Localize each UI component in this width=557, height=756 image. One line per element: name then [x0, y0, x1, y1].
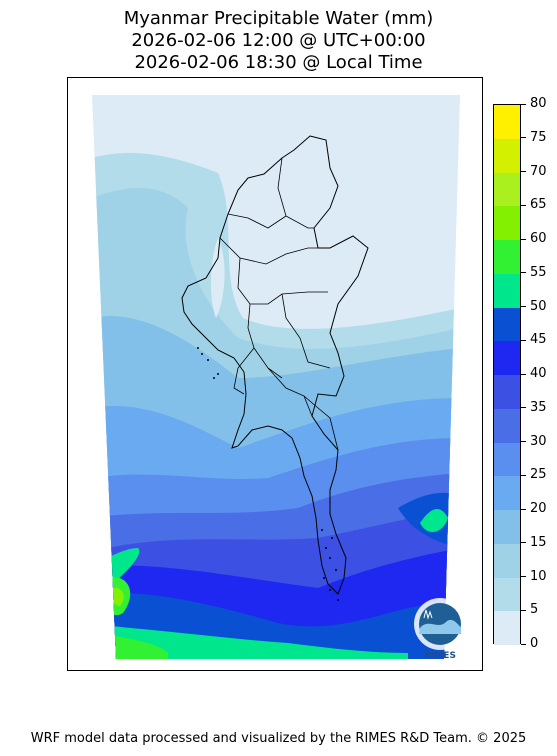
- colorbar-segment: [494, 341, 520, 375]
- colorbar-tick-label: 15: [530, 534, 547, 550]
- colorbar-segment: [494, 577, 520, 612]
- colorbar-tick: [521, 171, 526, 172]
- colorbar-tick-label: 30: [530, 433, 547, 449]
- colorbar-tick-label: 50: [530, 298, 547, 314]
- colorbar-tick-label: 0: [530, 636, 539, 651]
- state-boundaries: [219, 157, 339, 451]
- colorbar-tick-label: 10: [530, 568, 547, 584]
- colorbar-segment: [494, 442, 520, 477]
- local-time-label: 2026-02-06 18:30 @ Local Time: [134, 52, 423, 73]
- colorbar-tick-label: 35: [530, 399, 547, 415]
- colorbar-tick: [521, 137, 526, 139]
- colorbar-segment: [494, 273, 520, 308]
- colorbar-tick: [521, 576, 526, 577]
- colorbar-tick-label: 5: [530, 602, 539, 618]
- rimes-logo-icon: [414, 598, 466, 650]
- colorbar-tick: [521, 474, 526, 476]
- colorbar-tick: [521, 643, 526, 645]
- colorbar-tick: [521, 609, 526, 611]
- colorbar-tick-label: 45: [530, 332, 547, 348]
- colorbar-tick-label: 60: [530, 231, 547, 246]
- colorbar-tick-label: 65: [530, 197, 547, 213]
- colorbar-tick-label: 20: [530, 501, 547, 516]
- colorbar-tick: [521, 204, 526, 206]
- colorbar-segment: [494, 206, 520, 240]
- colorbar-segment: [494, 240, 520, 274]
- colorbar-tick: [521, 306, 526, 307]
- utc-time-label: 2026-02-06 12:00 @ UTC+00:00: [131, 30, 426, 51]
- colorbar-tick: [521, 238, 526, 240]
- colorbar-tick-label: 80: [530, 96, 547, 111]
- colorbar-segment: [494, 138, 520, 173]
- pw-field: [92, 95, 460, 659]
- map-panel[interactable]: RIMES: [67, 77, 483, 671]
- colorbar-tick: [521, 272, 526, 274]
- colorbar-tick: [521, 407, 526, 409]
- precipitable-water-map: RIMES: [92, 95, 466, 661]
- colorbar-tick: [521, 103, 526, 105]
- colorbar-segment: [494, 408, 520, 443]
- colorbar-tick-label: 40: [530, 366, 547, 381]
- colorbar-segment: [494, 375, 520, 409]
- colorbar-tick: [521, 339, 526, 341]
- colorbar-segment: [494, 476, 520, 510]
- colorbar-segment: [494, 172, 520, 207]
- colorbar-segment: [494, 510, 520, 544]
- islands: [197, 347, 339, 601]
- colorbar-tick-label: 75: [530, 129, 547, 145]
- colorbar-segment: [494, 307, 520, 342]
- colorbar-tick-label: 55: [530, 264, 547, 280]
- colorbar-tick-label: 25: [530, 467, 547, 483]
- colorbar-segment: [494, 105, 520, 139]
- country-boundary: [181, 135, 369, 595]
- rimes-logo-text: RIMES: [424, 651, 456, 661]
- colorbar-tick: [521, 508, 526, 510]
- colorbar-tick-label: 70: [530, 163, 547, 179]
- colorbar: [493, 104, 521, 645]
- colorbar-tick: [521, 373, 526, 375]
- map-title: Myanmar Precipitable Water (mm): [123, 8, 434, 29]
- colorbar-tick: [521, 441, 526, 442]
- colorbar-segment: [494, 611, 520, 645]
- colorbar-tick: [521, 542, 526, 544]
- colorbar-segment: [494, 543, 520, 578]
- footer-credit: WRF model data processed and visualized …: [30, 731, 527, 746]
